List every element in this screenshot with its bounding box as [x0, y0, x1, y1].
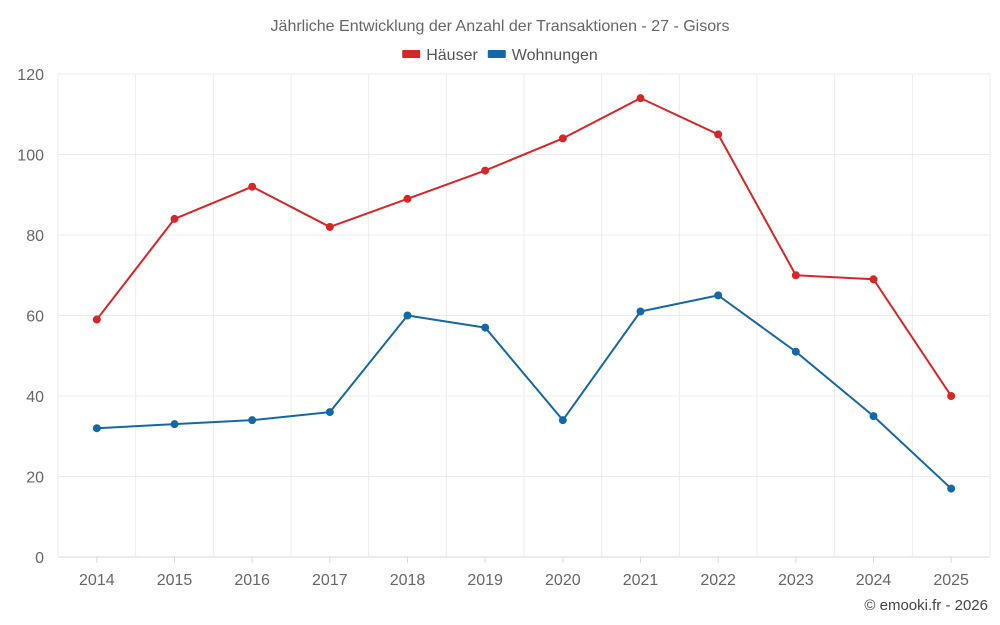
- y-axis: 0 20 40 60 80 100 120: [17, 67, 44, 567]
- x-axis: 2014 2015 2016 2017 2018 2019 2020 2021 2022 2023…: [79, 557, 969, 589]
- legend-item: Häuser: [402, 47, 478, 64]
- x-tick-label: 2014: [79, 572, 115, 589]
- data-point-wohnungen: [325, 408, 334, 417]
- data-point-haeuser: [947, 392, 956, 400]
- legend-label: Häuser: [426, 47, 478, 64]
- legend: Häuser Wohnungen: [402, 47, 598, 64]
- x-tick-label: 2023: [778, 572, 814, 589]
- data-point-wohnungen: [714, 291, 723, 300]
- x-tick-label: 2015: [157, 572, 193, 589]
- data-point-wohnungen: [481, 323, 490, 332]
- x-tick-label: 2022: [700, 572, 736, 589]
- data-point-wohnungen: [248, 416, 257, 425]
- legend-label: Wohnungen: [512, 47, 598, 64]
- data-point-haeuser: [636, 94, 645, 103]
- x-tick-label: 2016: [234, 572, 270, 589]
- x-tick-label: 2025: [933, 572, 969, 589]
- data-point-haeuser: [403, 194, 412, 203]
- data-point-wohnungen: [636, 307, 645, 316]
- data-point-wohnungen: [403, 311, 412, 320]
- data-point-haeuser: [92, 315, 101, 324]
- x-tick-label: 2021: [623, 572, 659, 589]
- data-point-haeuser: [170, 214, 179, 223]
- data-point-wohnungen: [92, 424, 101, 433]
- data-point-haeuser: [481, 166, 490, 175]
- data-point-wohnungen: [791, 347, 800, 356]
- data-point-haeuser: [325, 222, 334, 231]
- y-tick-label: 20: [26, 470, 44, 487]
- series-line-haeuser: [96, 97, 952, 397]
- data-point-wohnungen: [558, 416, 567, 425]
- data-point-haeuser: [869, 275, 878, 284]
- chart-title: Jährliche Entwicklung der Anzahl der Tra…: [271, 18, 730, 35]
- y-tick-label: 100: [17, 148, 44, 165]
- x-tick-label: 2020: [545, 572, 581, 589]
- y-tick-label: 120: [17, 67, 44, 84]
- data-point-haeuser: [248, 182, 257, 191]
- x-tick-label: 2024: [856, 572, 892, 589]
- data-point-wohnungen: [869, 412, 878, 421]
- y-tick-label: 40: [26, 389, 44, 406]
- x-tick-label: 2019: [467, 572, 503, 589]
- gridlines: [57, 73, 991, 558]
- data-point-wohnungen: [947, 484, 956, 493]
- series-group: [92, 94, 956, 493]
- y-tick-label: 60: [26, 309, 44, 326]
- credit-text: © emooki.fr - 2026: [864, 597, 988, 614]
- legend-swatch: [402, 50, 421, 58]
- legend-swatch: [487, 50, 506, 58]
- series-line-wohnungen: [96, 294, 952, 490]
- data-point-haeuser: [791, 271, 800, 280]
- y-tick-label: 0: [35, 550, 44, 567]
- data-point-haeuser: [714, 130, 723, 139]
- data-point-wohnungen: [170, 420, 179, 429]
- legend-item: Wohnungen: [487, 47, 598, 64]
- x-tick-label: 2017: [312, 572, 348, 589]
- y-tick-label: 80: [26, 228, 44, 245]
- x-tick-label: 2018: [390, 572, 426, 589]
- data-point-haeuser: [558, 134, 567, 143]
